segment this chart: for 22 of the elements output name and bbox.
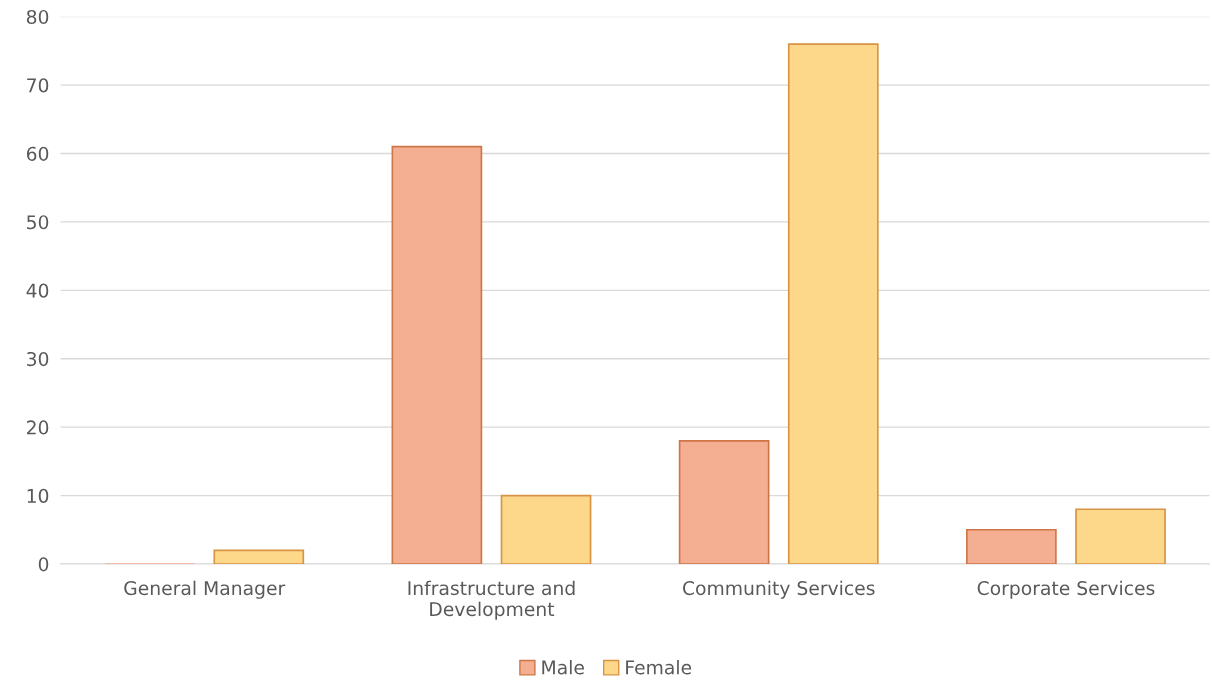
y-tick-label: 60 [26, 146, 49, 161]
y-tick-label: 30 [27, 351, 49, 367]
x-tick-label: Corporate Services [977, 580, 1155, 599]
legend-label: Female [626, 659, 692, 675]
bar [678, 440, 770, 564]
y-tick-label: 70 [27, 78, 49, 93]
y-tick-label: 40 [26, 283, 49, 298]
bar [213, 549, 305, 564]
bar [787, 43, 879, 564]
x-tick-label: Infrastructure and Development [408, 580, 575, 620]
y-tick-label: 0 [38, 557, 49, 572]
y-tick-label: 20 [27, 420, 49, 435]
bar [500, 494, 592, 564]
bar [391, 145, 483, 564]
y-tick-label: 80 [26, 9, 49, 25]
x-tick-label: Community Services [682, 580, 875, 599]
bar [966, 528, 1057, 564]
x-tick-label: General Manager [124, 580, 286, 599]
bar [1075, 508, 1166, 564]
y-tick-label: 10 [27, 488, 49, 503]
legend-label: Male [542, 659, 584, 675]
y-tick-label: 50 [27, 215, 49, 230]
